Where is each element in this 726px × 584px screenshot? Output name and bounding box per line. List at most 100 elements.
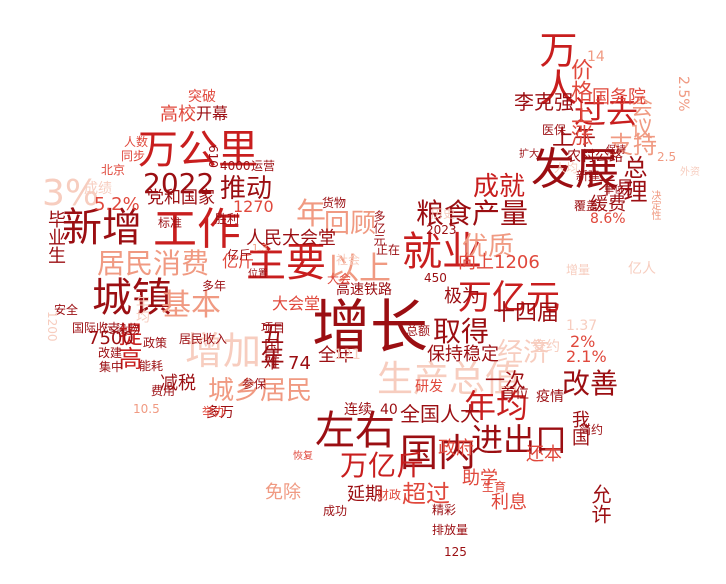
word-12: 增加	[185, 329, 262, 373]
word-55: 亿斤	[222, 252, 255, 271]
word-28: 回顾	[324, 209, 377, 239]
word-93: 改建	[98, 346, 123, 360]
word-17: 粮食产量	[416, 197, 529, 230]
word-57: 全年	[318, 345, 354, 366]
word-124: 位置	[248, 269, 268, 280]
word-33: 经济	[497, 338, 550, 368]
word-111: 政策	[143, 336, 168, 350]
word-104: 北京	[101, 163, 126, 177]
word-5: 发展	[531, 144, 619, 195]
word-36: 全国人大	[400, 402, 480, 426]
word-70: 允许	[588, 484, 612, 524]
word-105: 人数	[124, 135, 149, 149]
word-30: 城乡居民	[208, 376, 313, 406]
word-97: 多年	[202, 279, 227, 293]
word-21: 取得	[433, 315, 490, 348]
word-84: 农村公路	[567, 149, 623, 165]
word-133: 年均	[134, 295, 150, 323]
word-108: 亿斤	[227, 248, 252, 262]
word-121: 保持	[606, 145, 626, 156]
word-65: 政府	[438, 438, 474, 459]
word-76: 国难	[261, 338, 280, 370]
word-86: 4000	[220, 159, 251, 173]
word-13: 生产总值	[377, 359, 522, 400]
word-90: 精彩	[432, 503, 457, 517]
word-78: 2%	[570, 332, 596, 351]
word-2: 国内	[400, 431, 477, 475]
word-110: 标准	[158, 216, 183, 230]
word-130: 1200	[45, 311, 59, 342]
word-112: 国际收支	[72, 321, 121, 335]
word-125: 121	[334, 347, 361, 363]
word-42: 人民大会堂	[246, 228, 336, 249]
word-11: 万人	[533, 30, 577, 106]
word-63: 疫情	[536, 389, 564, 405]
word-15: 居民消费	[97, 247, 210, 280]
word-1: 主要	[246, 240, 326, 286]
word-53: 突破	[188, 89, 216, 105]
word-56: 大会堂	[272, 294, 321, 313]
word-102: 居民收入	[179, 332, 228, 346]
word-145: 增量	[566, 263, 591, 277]
word-7: 左右	[315, 408, 395, 454]
word-44: 一次	[485, 368, 525, 392]
word-132: 成绩	[84, 181, 112, 197]
word-129: 2.5	[657, 150, 677, 164]
word-45: 上午	[552, 126, 597, 151]
word-138: 生育	[482, 480, 507, 494]
word-14: 基本	[161, 288, 221, 323]
word-119: 排放量	[432, 523, 469, 537]
word-89: 成功	[323, 504, 348, 518]
word-109: 610	[206, 145, 220, 168]
word-98: 参保	[242, 377, 267, 391]
word-141: 大会	[327, 272, 352, 286]
word-31: 提高	[114, 322, 142, 370]
word-3: 工作	[153, 204, 241, 255]
word-92: 450	[424, 271, 447, 285]
word-6: 城镇	[92, 275, 172, 321]
word-127: 10.5	[133, 402, 160, 416]
word-16: 以上	[327, 249, 392, 287]
word-126: 1.37	[566, 318, 598, 334]
word-32: 五年	[256, 321, 284, 369]
word-69: 免除	[265, 482, 301, 503]
word-37: 会议	[627, 95, 652, 139]
word-135: 亿人	[628, 261, 656, 277]
word-80: 连续	[344, 402, 372, 418]
word-18: 年均	[464, 387, 529, 425]
word-120: 扩大	[519, 149, 539, 160]
word-4: 新增	[62, 205, 142, 251]
word-27: 成就	[473, 172, 526, 202]
word-99: 货物	[322, 196, 347, 210]
word-29: 优质	[462, 232, 515, 262]
word-123: 多亿元	[372, 210, 386, 246]
word-59: 向上1206	[458, 252, 540, 273]
word-96: 费用	[151, 384, 176, 398]
word-100: 胜利	[215, 212, 240, 226]
word-51: 高校	[160, 104, 196, 125]
word-118: 单位	[604, 185, 624, 196]
word-81: 40	[380, 402, 398, 418]
word-48: 国务院	[592, 87, 646, 108]
word-101: 项目	[261, 321, 286, 335]
word-67: 利息	[491, 492, 527, 513]
word-54: 毕业生	[45, 210, 66, 264]
word-46: 不易	[598, 178, 634, 199]
word-19: 进出口	[471, 421, 568, 459]
word-22: 改善	[562, 367, 619, 400]
word-26: 支持	[609, 131, 657, 159]
word-68: 延期	[347, 484, 383, 505]
word-9: 万公里	[138, 127, 258, 173]
word-39: 年	[296, 197, 326, 232]
word-24: 推动	[220, 174, 273, 204]
word-85: 医保	[542, 123, 567, 137]
word-137: 财政	[377, 488, 402, 502]
word-91: 125	[444, 545, 467, 559]
word-34: 超过	[402, 480, 450, 508]
word-87: 运营	[251, 159, 276, 173]
word-58: 保持稳定	[427, 344, 499, 365]
word-74: 7500	[88, 328, 134, 349]
word-10: 万亿元	[458, 278, 560, 318]
word-35: 十四届	[493, 301, 560, 326]
